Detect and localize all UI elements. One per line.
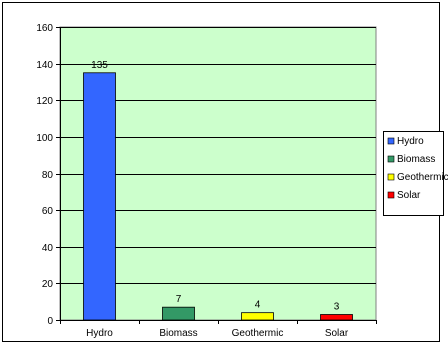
y-tick-label: 160: [36, 23, 53, 34]
legend-label: Solar: [397, 190, 421, 201]
x-tick-label: Geothermic: [232, 328, 284, 339]
legend-swatch: [387, 173, 395, 181]
bar-biomass: [162, 306, 195, 321]
data-label: 3: [334, 302, 340, 313]
legend-box: [383, 131, 444, 216]
y-tick-label: 60: [42, 206, 54, 217]
data-label: 7: [176, 294, 182, 305]
legend: Hydro Biomass Geothermic Solar: [383, 131, 448, 216]
bar-solar: [320, 314, 353, 321]
y-tick-labels: 0 20 40 60 80 100 120 140 160: [36, 23, 53, 327]
legend-swatch: [387, 191, 395, 199]
bar-geothermic: [241, 312, 274, 321]
y-tick-label: 100: [36, 133, 53, 144]
bar-hydro: [83, 72, 116, 321]
data-label: 135: [91, 60, 108, 71]
legend-label: Biomass: [397, 154, 435, 165]
y-tick-label: 0: [47, 316, 53, 327]
legend-label: Hydro: [397, 136, 424, 147]
x-tick-label: Solar: [325, 328, 349, 339]
data-label: 4: [255, 300, 261, 311]
y-tick-label: 20: [42, 279, 54, 290]
legend-label: Geothermic: [397, 172, 448, 183]
x-tick-labels: Hydro Biomass Geothermic Solar: [86, 328, 349, 339]
y-tick-label: 140: [36, 60, 53, 71]
y-tick-label: 120: [36, 96, 53, 107]
x-tick-label: Biomass: [159, 328, 197, 339]
bars: [83, 72, 353, 321]
legend-swatch: [387, 137, 395, 145]
y-tick-label: 40: [42, 243, 54, 254]
axes: [56, 27, 377, 324]
y-tick-label: 80: [42, 170, 54, 181]
legend-swatch: [387, 155, 395, 163]
x-tick-label: Hydro: [86, 328, 113, 339]
data-labels: 135 7 4 3: [91, 60, 340, 313]
